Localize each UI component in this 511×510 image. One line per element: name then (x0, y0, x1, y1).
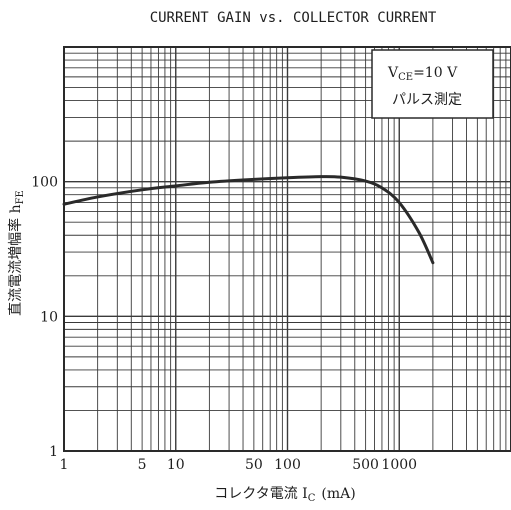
x-axis-label: コレクタ電流 IC (mA) (214, 486, 355, 504)
x-tick-label: 5 (138, 457, 147, 473)
chart-title: CURRENT GAIN vs. COLLECTOR CURRENT (150, 10, 437, 26)
x-tick-label: 1 (60, 457, 69, 473)
y-tick-label: 1 (49, 444, 58, 460)
annotation-frame (371, 49, 494, 119)
series-layer (62, 175, 435, 265)
plot-border (63, 46, 511, 452)
annotation-line-2: パルス測定 (392, 92, 462, 108)
x-tick-label: 100 (274, 457, 301, 473)
x-tick-labels: 1 5 10 50 100 500 1000 (60, 457, 418, 473)
annotation-line-1: VCE=10 V (387, 65, 458, 83)
x-tick-label: 1000 (381, 457, 417, 473)
series-line-1 (62, 175, 435, 265)
y-axis-label: 直流電流増幅率 hFE (7, 190, 26, 316)
y-tick-label: 100 (31, 175, 58, 191)
grid-lines (64, 47, 511, 451)
y-tick-label: 10 (40, 309, 58, 325)
y-tick-labels: 1 10 100 (31, 175, 58, 460)
x-tick-label: 500 (352, 457, 379, 473)
x-tick-label: 50 (245, 457, 263, 473)
x-tick-label: 10 (167, 457, 185, 473)
annotation-box: VCE=10 V パルス測定 (371, 49, 494, 119)
plot-frame (63, 46, 511, 452)
